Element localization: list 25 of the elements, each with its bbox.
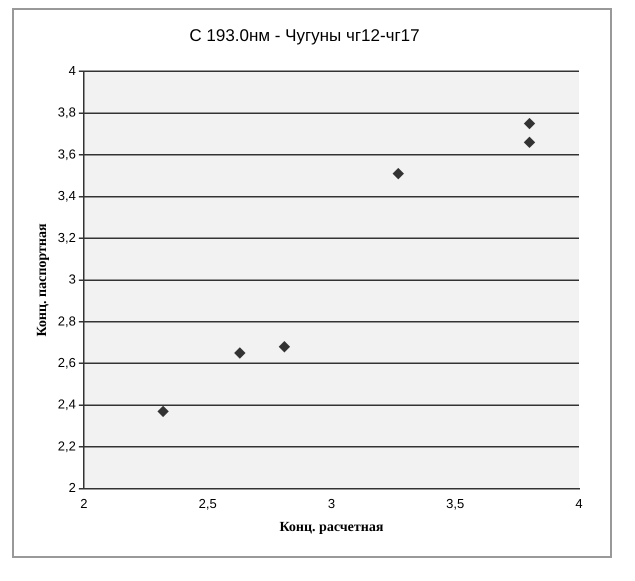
y-axis-title: Конц. паспортная	[35, 223, 50, 337]
point	[392, 168, 404, 180]
y-tick-label: 3,2	[58, 230, 76, 245]
y-tick-label: 4	[68, 62, 76, 78]
y-tick-label: 2	[68, 480, 76, 496]
point	[278, 341, 290, 352]
point	[524, 136, 535, 148]
y-tick-label: 3,4	[58, 188, 76, 204]
y-tick-label: 2,6	[58, 355, 76, 370]
y-tick-label: 2,4	[58, 396, 76, 412]
x-tick-label: 2	[80, 496, 88, 511]
x-tick-label: 3,5	[446, 496, 464, 511]
x-axis-title: Конц. расчетная	[279, 520, 384, 536]
y-tick-label: 2,8	[58, 313, 76, 328]
x-tick-label: 2,5	[198, 496, 217, 511]
chart-title: С 193.0нм - Чугуны чг12-чг17	[189, 26, 420, 45]
x-tick-label: 3	[328, 496, 336, 511]
y-tick-label: 2,2	[58, 438, 76, 454]
y-tick-label: 3,8	[58, 104, 76, 120]
x-tick-label: 4	[575, 496, 583, 511]
point	[158, 406, 169, 417]
y-tick-label: 3,6	[58, 146, 76, 162]
point	[524, 118, 535, 130]
y-tick-label: 3	[68, 272, 76, 287]
point	[234, 348, 246, 359]
